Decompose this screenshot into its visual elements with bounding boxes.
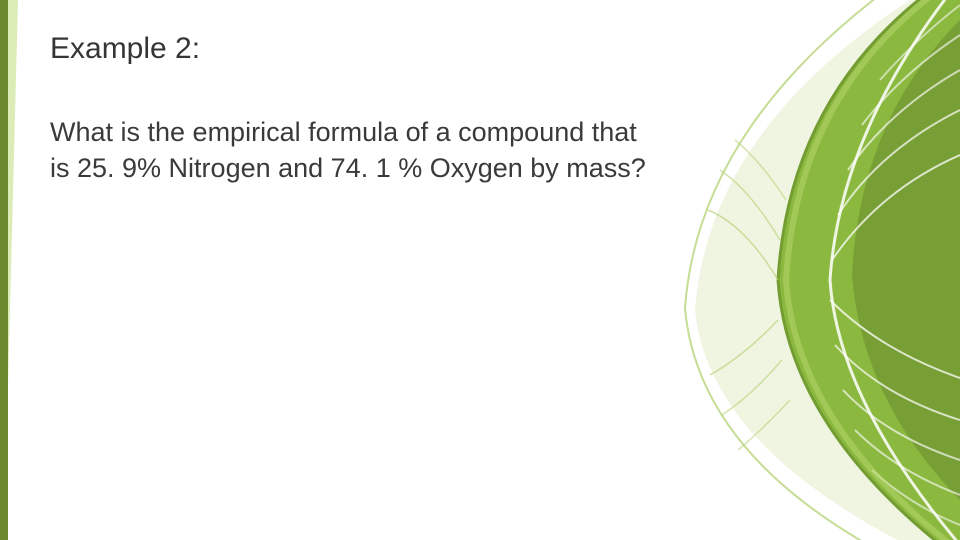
slide-body-text: What is the empirical formula of a compo… xyxy=(50,114,650,187)
slide-content: Example 2: What is the empirical formula… xyxy=(0,0,960,219)
slide-title: Example 2: xyxy=(50,32,910,66)
